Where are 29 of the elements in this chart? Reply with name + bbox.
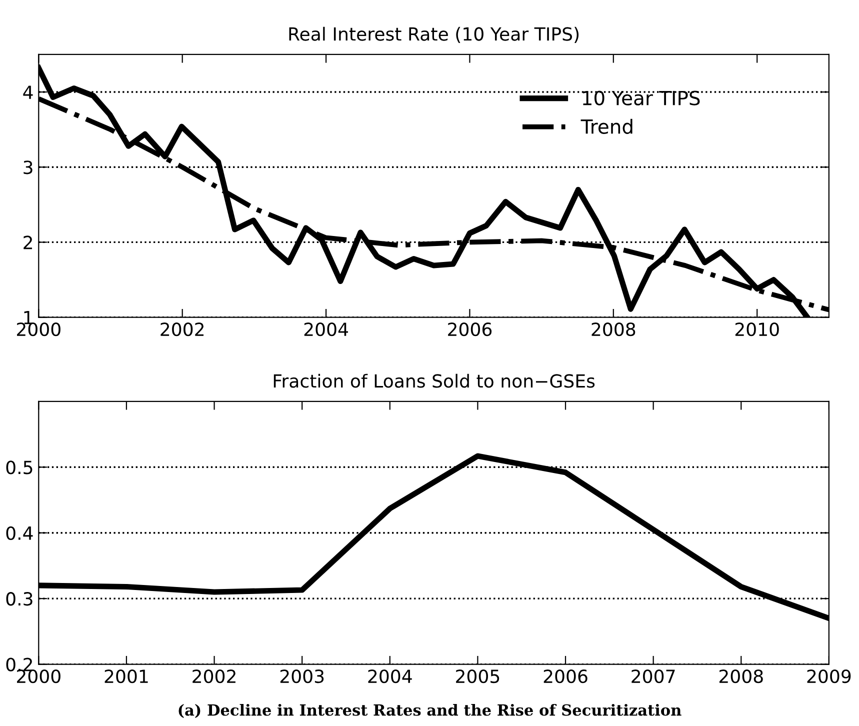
y-tick-label: 4 [23, 86, 33, 99]
x-tick-label: 2007 [632, 669, 675, 684]
x-tick-label: 2008 [719, 669, 763, 684]
legend-label: 10 Year TIPS [582, 90, 700, 106]
x-tick-label: 2002 [160, 322, 204, 336]
x-tick-label: 2005 [456, 669, 500, 684]
x-tick-label: 2006 [544, 669, 588, 684]
chart-title: Fraction of Loans Sold to non−GSEs [274, 374, 595, 388]
y-tick-label: 0.5 [6, 460, 32, 474]
x-tick-label: 2000 [17, 322, 60, 336]
y-tick-label: 2 [24, 236, 32, 250]
y-tick-label: 0.2 [6, 658, 32, 672]
x-tick-label: 2010 [735, 322, 779, 336]
x-tick-label: 2002 [192, 669, 236, 684]
text: (a) Decline in Interest Rates and the Rise of Securitization [178, 704, 682, 718]
x-tick-label: 2001 [104, 669, 148, 684]
x-tick-label: 2003 [280, 669, 324, 684]
x-tick-label: 2009 [807, 669, 851, 684]
x-tick-label: 2000 [17, 669, 60, 684]
x-tick-label: 2004 [368, 669, 412, 684]
x-tick-label: 2004 [304, 322, 348, 336]
y-tick-label: 3 [24, 160, 32, 174]
y-tick-label: 0.3 [6, 592, 32, 606]
x-tick-label: 2008 [592, 322, 636, 336]
chart-title: Real Interest Rate (10 Year TIPS) [289, 26, 579, 43]
x-tick-label: 2006 [448, 322, 492, 336]
y-tick-label: 0.4 [6, 526, 33, 540]
y-tick-label: 1 [24, 311, 32, 324]
legend-label: Trend [580, 118, 632, 134]
